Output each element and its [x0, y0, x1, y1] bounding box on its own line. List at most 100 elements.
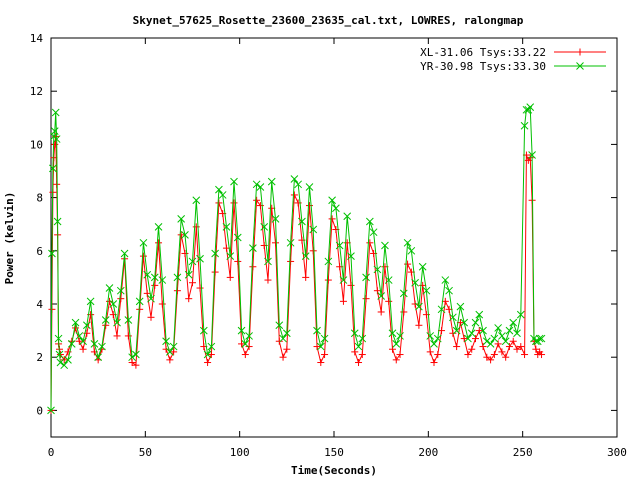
data-point [253, 196, 261, 204]
data-point [51, 108, 60, 117]
data-point [256, 202, 264, 210]
x-marker [199, 326, 208, 335]
data-point [158, 300, 166, 308]
y-tick-label: 0 [36, 404, 43, 417]
data-point [177, 215, 186, 223]
x-marker [94, 353, 103, 362]
data-point [494, 324, 502, 332]
data-point [392, 340, 401, 348]
data-point [388, 345, 396, 353]
data-point [86, 297, 95, 306]
x-marker [418, 262, 427, 271]
data-point [377, 308, 385, 316]
x-marker [181, 230, 189, 239]
x-marker [226, 252, 235, 260]
data-point [445, 286, 453, 295]
data-point [60, 361, 69, 370]
x-marker [399, 289, 408, 298]
x-marker [301, 252, 310, 260]
data-point [535, 334, 544, 343]
x-marker [490, 334, 499, 343]
x-marker [343, 212, 352, 221]
x-marker [82, 321, 91, 330]
x-marker [271, 215, 280, 223]
data-point [377, 292, 386, 300]
x-marker [486, 340, 495, 348]
x-marker [316, 342, 325, 351]
data-point [396, 332, 404, 340]
data-point [279, 334, 287, 343]
data-point [347, 252, 355, 260]
x-marker [456, 302, 465, 311]
data-point [358, 351, 366, 359]
data-point [294, 180, 303, 189]
data-point [256, 183, 265, 191]
data-point [301, 252, 310, 260]
data-point [166, 348, 174, 356]
data-point [151, 281, 159, 289]
data-point [479, 343, 487, 351]
x-marker [460, 318, 469, 327]
series-2 [47, 103, 546, 415]
x-tick-label: 250 [513, 446, 533, 459]
data-point [479, 326, 487, 335]
data-point [328, 196, 336, 205]
x-marker [177, 215, 186, 223]
data-point [350, 329, 359, 338]
data-point [82, 321, 91, 330]
data-point [272, 239, 280, 247]
x-marker [275, 321, 284, 330]
x-marker [437, 305, 446, 314]
x-marker [124, 316, 133, 324]
x-marker [279, 334, 287, 343]
x-marker [332, 204, 340, 213]
data-point [48, 249, 56, 258]
x-marker [211, 249, 219, 258]
x-marker [252, 180, 261, 189]
data-point [475, 310, 484, 319]
data-point [472, 335, 479, 343]
data-point [47, 406, 55, 415]
data-point [453, 343, 461, 351]
data-point [260, 223, 269, 231]
data-point [154, 223, 163, 231]
x-marker [313, 326, 321, 335]
data-point [335, 241, 344, 250]
x-axis-label: Time(Seconds) [291, 464, 377, 477]
data-point [365, 217, 374, 226]
data-point [437, 305, 446, 314]
x-marker [109, 300, 118, 308]
data-point [509, 337, 517, 345]
x-marker [369, 228, 378, 237]
data-point [203, 350, 212, 359]
data-point [192, 196, 201, 205]
x-marker [441, 276, 450, 284]
data-point [502, 353, 510, 361]
data-point [522, 105, 531, 114]
x-marker [135, 297, 144, 306]
x-marker [154, 223, 163, 231]
data-point [343, 212, 352, 221]
data-point [434, 351, 442, 359]
data-point [520, 121, 529, 130]
data-point [526, 103, 535, 112]
data-point [264, 276, 272, 284]
x-marker [426, 332, 435, 340]
data-point [71, 318, 80, 327]
x-tick-label: 0 [48, 446, 55, 459]
data-point [290, 175, 299, 183]
x-marker [196, 254, 204, 263]
x-marker [192, 196, 201, 205]
data-point [430, 359, 438, 367]
x-marker [392, 340, 401, 348]
data-point [50, 154, 58, 162]
data-point [233, 233, 242, 242]
x-marker [449, 313, 457, 322]
data-point [128, 359, 136, 367]
x-marker [290, 175, 299, 183]
x-marker [530, 334, 538, 343]
x-marker [411, 278, 419, 287]
data-point [124, 332, 132, 340]
data-point [60, 356, 68, 364]
data-point [282, 329, 291, 338]
